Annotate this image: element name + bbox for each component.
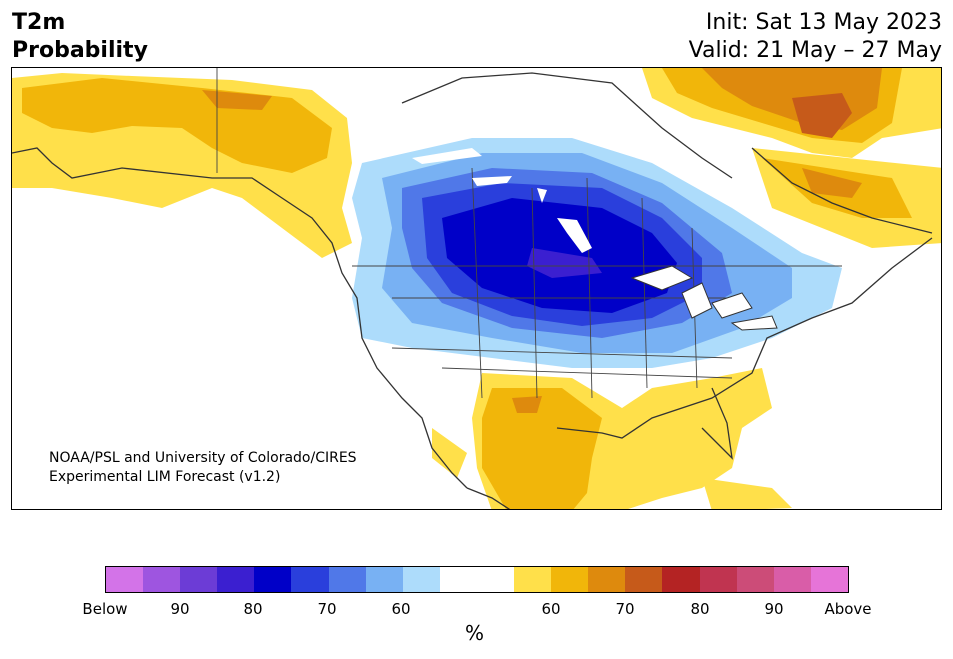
warm-region-south	[432, 368, 792, 509]
data-credit: NOAA/PSL and University of Colorado/CIRE…	[49, 449, 357, 487]
colorbar-bin-17	[736, 567, 774, 592]
colorbar-bin-6	[328, 567, 366, 592]
warm-region-northeast	[642, 68, 941, 248]
tick-label-80-above: 80	[690, 600, 710, 618]
colorbar-bin-16	[699, 567, 737, 592]
colorbar-bin-13	[588, 567, 626, 592]
colorbar-bin-2	[180, 567, 218, 592]
credit-line-2: Experimental LIM Forecast (v1.2)	[49, 469, 281, 485]
tick-label-70-above: 70	[615, 600, 635, 618]
colorbar-bin-8	[402, 567, 440, 592]
warm-region-northwest	[12, 73, 352, 258]
colorbar-bin-10	[476, 567, 515, 592]
tick-label-80-below: 80	[243, 600, 263, 618]
credit-line-1: NOAA/PSL and University of Colorado/CIRE…	[49, 450, 357, 466]
coastlines	[12, 72, 933, 509]
cold-region-central	[352, 138, 842, 368]
forecast-dates: Init: Sat 13 May 2023 Valid: 21 May – 27…	[689, 9, 942, 65]
title-line-2: Probability	[12, 38, 148, 63]
probability-map: NOAA/PSL and University of Colorado/CIRE…	[11, 67, 942, 510]
tick-label-above: Above	[824, 600, 872, 618]
colorbar-bin-11	[514, 567, 552, 592]
colorbar-bin-15	[662, 567, 700, 592]
tick-label-70-below: 70	[317, 600, 337, 618]
chart-title: T2m Probability	[12, 9, 148, 65]
title-line-1: T2m	[12, 10, 66, 35]
tick-label-below: Below	[82, 600, 128, 618]
valid-range: Valid: 21 May – 27 May	[688, 38, 942, 63]
colorbar-unit: %	[465, 621, 485, 645]
map-canvas	[12, 68, 941, 509]
state-borders	[216, 68, 842, 399]
colorbar-bin-19	[810, 567, 848, 592]
colorbar-bin-5	[291, 567, 329, 592]
init-date: Init: Sat 13 May 2023	[705, 10, 942, 35]
great-lakes	[630, 265, 778, 331]
colorbar-bin-0	[106, 567, 144, 592]
probability-colorbar	[105, 566, 849, 593]
colorbar-bin-7	[365, 567, 403, 592]
colorbar-bin-18	[773, 567, 811, 592]
tick-label-60-above: 60	[541, 600, 561, 618]
canadian-lakes	[412, 148, 592, 253]
colorbar-bin-4	[254, 567, 292, 592]
colorbar-bin-3	[217, 567, 255, 592]
colorbar-tick-labels: Below 90 80 70 60 60 70 80 90 Above	[0, 600, 953, 620]
colorbar-bin-9	[439, 567, 477, 592]
tick-label-60-below: 60	[391, 600, 411, 618]
tick-label-90-below: 90	[170, 600, 190, 618]
colorbar-bin-14	[625, 567, 663, 592]
colorbar-bin-12	[551, 567, 589, 592]
tick-label-90-above: 90	[764, 600, 784, 618]
colorbar-bin-1	[143, 567, 181, 592]
